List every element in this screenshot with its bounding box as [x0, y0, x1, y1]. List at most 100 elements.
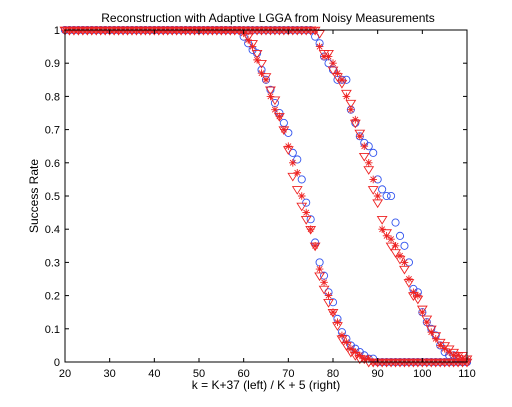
data-point-star [418, 308, 427, 316]
data-point-triangle [363, 166, 375, 175]
data-point-circle [297, 175, 306, 184]
data-point-star [387, 235, 395, 243]
x-tick-label: 100 [413, 368, 431, 380]
chart-title: Reconstruction with Adaptive LGGA from N… [101, 11, 434, 25]
data-point-star [293, 168, 302, 177]
data-point-triangle [282, 146, 294, 155]
data-point-star [315, 265, 324, 273]
x-tick-label: 60 [238, 368, 250, 380]
axis-ticks: 20 30 40 50 60 70 80 90 100 110 0 0.1 0.2 0.3 0.4 0.5 0.… [45, 25, 476, 380]
data-point-star [329, 59, 337, 67]
data-point-star [306, 225, 315, 233]
data-point-star [342, 338, 351, 346]
data-point-star [320, 52, 328, 61]
y-tick-label: 0.9 [45, 58, 60, 70]
data-point-star [427, 328, 436, 336]
data-point-triangle [336, 335, 348, 345]
data-point-circle [328, 298, 338, 307]
data-point-star [289, 159, 297, 167]
x-tick-label: 20 [59, 368, 71, 380]
data-point-star [423, 318, 431, 326]
data-point-triangle [390, 249, 401, 258]
data-point-triangle [327, 308, 339, 318]
data-point-triangle [314, 30, 326, 39]
y-tick-label: 0 [54, 357, 60, 369]
data-point-circle [400, 241, 409, 250]
data-point-star [280, 125, 288, 134]
data-point-star [253, 56, 261, 64]
data-point-circle [306, 215, 315, 224]
y-tick-label: 0.3 [45, 257, 60, 269]
data-point-star [311, 242, 319, 250]
data-point-triangle [340, 342, 352, 351]
data-point-triangle [354, 129, 366, 139]
y-axis-label: Success Rate [27, 159, 41, 233]
data-point-star [454, 351, 462, 360]
y-tick-label: 1 [54, 25, 60, 37]
data-point-circle [369, 148, 378, 157]
data-point-star [409, 288, 418, 297]
data-point-triangle [340, 89, 352, 99]
x-tick-label: 80 [327, 368, 339, 380]
y-tick-label: 0.6 [45, 158, 60, 170]
data-point-star [382, 232, 391, 240]
data-point-star [378, 225, 386, 233]
data-point-triangle [300, 216, 312, 225]
data-point-star [356, 351, 364, 360]
data-point-star [347, 105, 355, 114]
data-point-triangle [421, 315, 433, 325]
data-point-star [405, 275, 413, 283]
data-point-star [333, 318, 342, 326]
data-point-triangle [247, 40, 259, 49]
data-point-triangle [403, 279, 415, 288]
data-point-circle [395, 231, 405, 240]
data-point-triangle [256, 59, 267, 69]
data-point-star [364, 159, 373, 167]
data-point-star [351, 115, 360, 124]
data-point-triangle [323, 50, 334, 59]
data-point-triangle [367, 186, 379, 195]
data-point-star [351, 348, 360, 356]
data-point-triangle [358, 152, 370, 162]
data-point-star [360, 354, 369, 363]
data-point-star [248, 42, 257, 51]
x-tick-label: 30 [104, 368, 116, 380]
x-axis-label: k = K+37 (left) / K + 5 (right) [192, 378, 340, 392]
data-point-star [373, 192, 382, 200]
data-point-star [449, 351, 458, 360]
data-point-triangle [336, 79, 348, 89]
y-tick-label: 0.1 [45, 324, 60, 336]
data-point-triangle [430, 332, 442, 341]
data-point-star [431, 334, 440, 343]
data-point-star [271, 105, 279, 114]
data-point-triangle [394, 255, 406, 265]
data-point-triangle [278, 126, 290, 136]
data-point-triangle [269, 96, 281, 106]
data-point-star [266, 92, 275, 101]
data-point-star [338, 331, 346, 340]
data-point-star [338, 76, 346, 84]
data-point-triangle [416, 305, 428, 315]
data-point-triangle [287, 172, 299, 182]
data-point-triangle [323, 299, 334, 308]
data-point-star [436, 341, 444, 350]
y-tick-label: 0.8 [45, 91, 60, 103]
data-point-star [262, 76, 270, 84]
data-point-triangle [372, 199, 384, 209]
data-point-triangle [381, 229, 393, 238]
data-point-circle [293, 155, 302, 164]
data-point-star [315, 42, 324, 51]
y-tick-label: 0.2 [45, 291, 60, 303]
data-point-circle [378, 185, 387, 194]
data-point-triangle [314, 272, 326, 282]
data-point-triangle [291, 186, 303, 195]
data-point-star [445, 348, 453, 356]
data-point-star [275, 112, 284, 121]
data-point-star [324, 291, 333, 300]
data-point-triangle [327, 66, 339, 76]
data-point-circle [387, 191, 396, 201]
data-point-star [396, 251, 404, 260]
data-point-star [342, 92, 351, 101]
x-tick-label: 90 [372, 368, 384, 380]
